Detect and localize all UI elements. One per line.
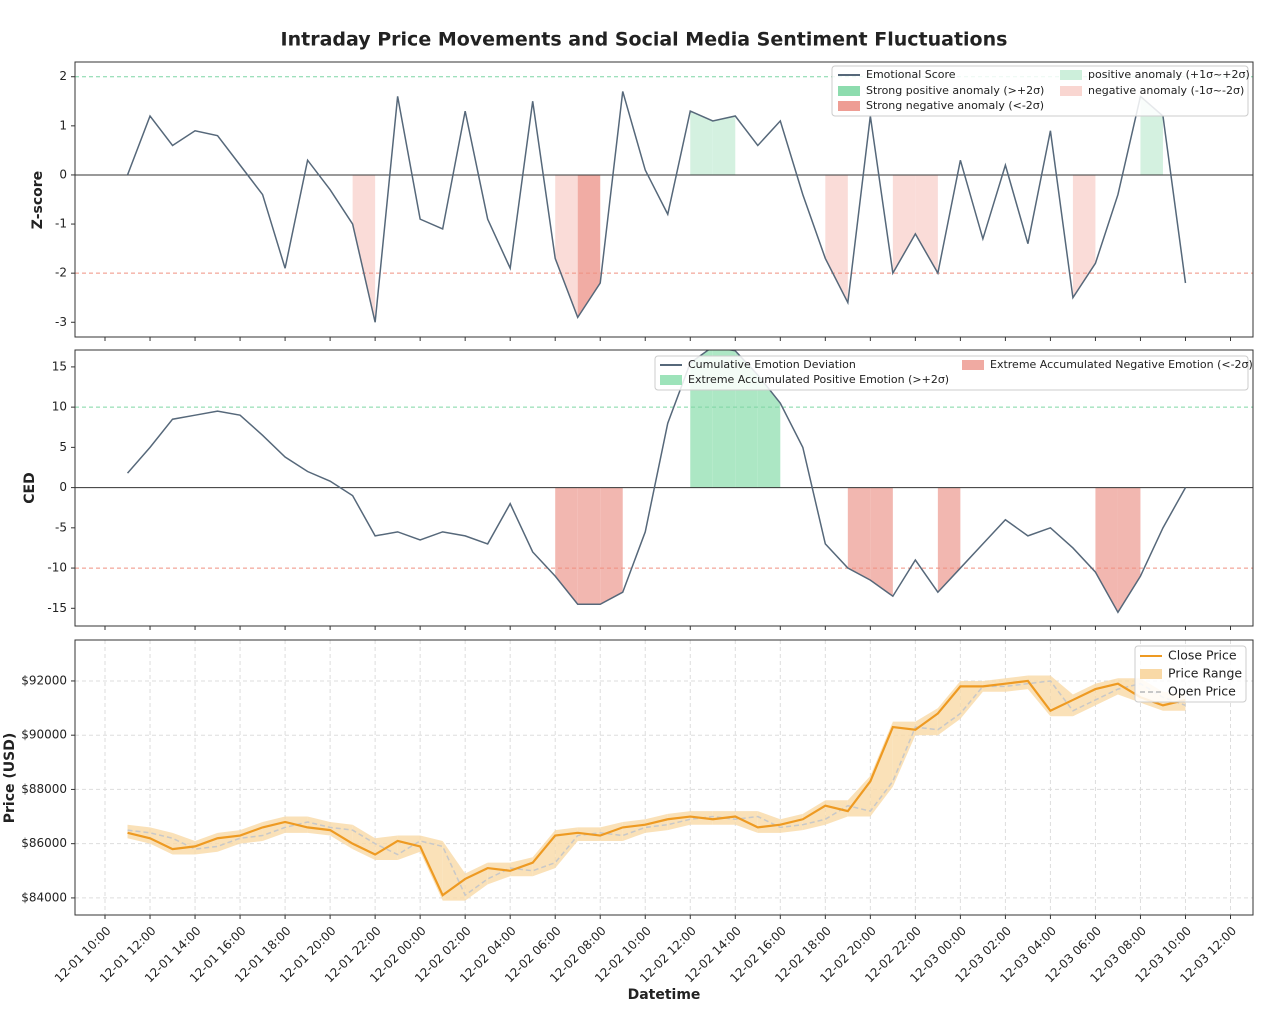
legend [831, 65, 1249, 117]
price-range [127, 824, 151, 844]
anomaly-fill [825, 174, 848, 303]
axes-frame [74, 349, 1254, 627]
price-range [960, 680, 983, 719]
y-tick-label: -10 [47, 561, 67, 575]
price-range [802, 800, 826, 831]
legend-label: Close Price [1168, 648, 1237, 663]
y-tick-label: $90000 [21, 728, 67, 742]
series-line [127, 680, 1186, 897]
legend-swatch [838, 86, 860, 96]
y-tick-label: -2 [55, 266, 67, 280]
y-tick-label: $84000 [21, 890, 67, 904]
legend-swatch [1140, 669, 1162, 679]
legend [1134, 645, 1247, 703]
price-range [555, 827, 578, 869]
y-tick-label: 0 [59, 480, 67, 494]
price-range [870, 721, 893, 817]
anomaly-fill [937, 487, 961, 593]
legend-swatch [838, 101, 860, 111]
y-axis-label: CED [22, 472, 38, 503]
y-tick-label: $92000 [21, 673, 67, 687]
y-tick-label: 2 [59, 69, 67, 83]
price-range [780, 813, 803, 833]
anomaly-fill [915, 174, 938, 274]
axes-frame [74, 61, 1254, 338]
legend-label: Extreme Accumulated Positive Emotion (>+… [688, 373, 949, 386]
axes-frame [74, 639, 1254, 916]
series-line [127, 679, 1186, 897]
anomaly-fill [577, 487, 601, 605]
legend-swatch [1060, 86, 1082, 96]
legend-label: Emotional Score [866, 68, 956, 81]
anomaly-fill [577, 174, 601, 318]
legend-label: Extreme Accumulated Negative Emotion (<-… [990, 358, 1253, 371]
anomaly-fill [555, 487, 578, 605]
anomaly-fill [555, 174, 578, 318]
anomaly-fill [892, 174, 916, 274]
y-axis-label: Z-score [30, 171, 46, 229]
anomaly-fill [1117, 487, 1141, 613]
legend-swatch [660, 375, 682, 385]
series-line [126, 350, 1187, 614]
price-range [1050, 675, 1073, 717]
legend-label: negative anomaly (-1σ~-2σ) [1088, 84, 1244, 97]
legend-swatch [962, 360, 984, 370]
legend-label: Price Range [1168, 666, 1242, 681]
price-range [1005, 675, 1028, 692]
legend-label: Cumulative Emotion Deviation [688, 358, 856, 371]
y-tick-label: -1 [55, 217, 67, 231]
legend-label: positive anomaly (+1σ~+2σ) [1088, 68, 1250, 81]
price-range [645, 813, 668, 833]
legend-label: Strong negative anomaly (<-2σ) [866, 99, 1044, 112]
chart-title: Intraday Price Movements and Social Medi… [281, 29, 1008, 51]
y-tick-label: 15 [52, 359, 67, 373]
legend [654, 355, 1249, 391]
legend-label: Open Price [1168, 684, 1236, 699]
anomaly-fill [690, 111, 713, 175]
plot-area [75, 350, 1253, 614]
y-tick-label: $86000 [21, 836, 67, 850]
legend-swatch [1060, 70, 1082, 80]
x-axis-label: Datetime [628, 987, 701, 1003]
anomaly-fill [600, 487, 623, 605]
y-tick-label: -3 [55, 315, 67, 329]
y-tick-label: 0 [59, 167, 67, 181]
series-line [126, 91, 1187, 323]
y-tick-label: 5 [59, 440, 67, 454]
y-tick-label: -5 [55, 520, 67, 534]
price-range [667, 811, 691, 831]
y-tick-label: -15 [47, 601, 67, 615]
price-range [307, 816, 331, 836]
y-tick-label: 1 [59, 118, 67, 132]
anomaly-fill [757, 374, 781, 488]
anomaly-fill [1072, 174, 1096, 298]
anomaly-fill [712, 116, 736, 175]
y-axis-label: Price (USD) [2, 733, 18, 824]
anomaly-fill [847, 487, 871, 581]
anomaly-fill [870, 487, 893, 597]
y-tick-label: 10 [52, 400, 67, 414]
legend-label: Strong positive anomaly (>+2σ) [866, 84, 1044, 97]
anomaly-fill [352, 174, 376, 323]
y-tick-label: $88000 [21, 782, 67, 796]
